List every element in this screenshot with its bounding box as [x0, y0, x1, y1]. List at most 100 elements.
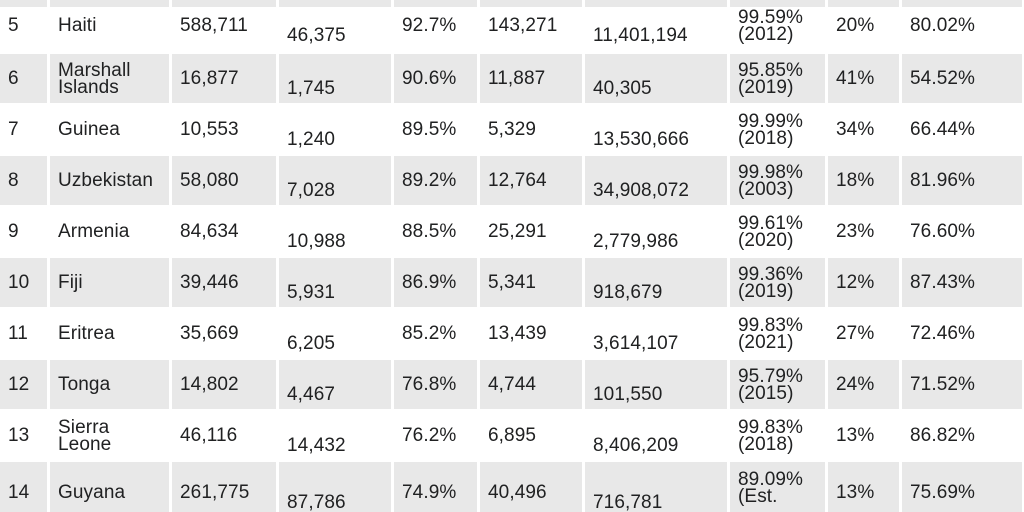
cell-text: 54.52%	[910, 68, 976, 89]
cell-text: 6,205	[287, 333, 336, 354]
value-cell: 5,931	[279, 258, 391, 307]
country-cell: Eritrea	[50, 309, 169, 358]
cell-text: 143,271	[488, 15, 558, 36]
cell-text: Tonga	[58, 374, 111, 395]
cell-text: 85.2%	[402, 323, 457, 344]
cell-text: 14,802	[180, 374, 239, 395]
value-cell: 85.2%	[394, 309, 477, 358]
value-cell: 918,679	[585, 258, 727, 307]
table-cell-empty	[0, 0, 47, 7]
value-cell: 99.61% (2020)	[730, 207, 825, 256]
cell-text: 99.61% (2020)	[738, 212, 804, 251]
value-cell: 24%	[828, 360, 899, 409]
cell-text: 80.02%	[910, 15, 976, 36]
value-cell: 99.98% (2003)	[730, 156, 825, 205]
table-cell-empty	[480, 0, 582, 7]
table-row-partial	[0, 0, 1024, 7]
value-cell: 39,446	[172, 258, 276, 307]
country-cell: Haiti	[50, 10, 169, 51]
value-cell: 143,271	[480, 10, 582, 51]
cell-text: 1,745	[287, 78, 336, 99]
cell-text: 7,028	[287, 180, 336, 201]
cell-text: 92.7%	[402, 15, 457, 36]
value-cell: 7,028	[279, 156, 391, 205]
country-cell: Marshall Islands	[50, 54, 169, 103]
value-cell: 90.6%	[394, 54, 477, 103]
value-cell: 76.60%	[902, 207, 1022, 256]
value-cell: 71.52%	[902, 360, 1022, 409]
cell-text: 99.83% (2018)	[738, 416, 804, 455]
value-cell: 27%	[828, 309, 899, 358]
value-cell: 75.69%	[902, 462, 1022, 512]
cell-text: 12%	[836, 272, 875, 293]
cell-text: 76.60%	[910, 221, 976, 242]
value-cell: 20%	[828, 10, 899, 51]
cell-text: 14	[8, 481, 30, 503]
rank-cell: 6	[0, 54, 47, 103]
cell-text: 40,305	[593, 78, 652, 99]
cell-text: 918,679	[593, 282, 663, 303]
rank-cell: 7	[0, 105, 47, 154]
value-cell: 16,877	[172, 54, 276, 103]
country-cell: Fiji	[50, 258, 169, 307]
rank-cell: 14	[0, 462, 47, 512]
cell-text: 11,887	[488, 68, 546, 89]
country-cell: Sierra Leone	[50, 411, 169, 460]
cell-text: 66.44%	[910, 119, 976, 140]
value-cell: 13%	[828, 411, 899, 460]
cell-text: 2,779,986	[593, 231, 679, 252]
value-cell: 14,432	[279, 411, 391, 460]
value-cell: 1,745	[279, 54, 391, 103]
value-cell: 86.9%	[394, 258, 477, 307]
value-cell: 23%	[828, 207, 899, 256]
value-cell: 12%	[828, 258, 899, 307]
rank-cell: 12	[0, 360, 47, 409]
cell-text: 1,240	[287, 129, 336, 150]
value-cell: 86.82%	[902, 411, 1022, 460]
value-cell: 66.44%	[902, 105, 1022, 154]
value-cell: 54.52%	[902, 54, 1022, 103]
cell-text: 81.96%	[910, 170, 976, 191]
value-cell: 87.43%	[902, 258, 1022, 307]
cell-text: 4,744	[488, 374, 537, 395]
cell-text: 87,786	[287, 491, 346, 512]
value-cell: 13,530,666	[585, 105, 727, 154]
cell-text: 12	[8, 374, 30, 395]
cell-text: 74.9%	[402, 481, 457, 503]
value-cell: 72.46%	[902, 309, 1022, 358]
country-cell: Guinea	[50, 105, 169, 154]
table-row-6: 6 Marshall Islands 16,877 1,745 90.6% 11,887 4…	[0, 54, 1024, 103]
cell-text: 86.82%	[910, 425, 976, 446]
cell-text: 76.8%	[402, 374, 457, 395]
value-cell: 11,401,194	[585, 10, 727, 51]
cell-text: Armenia	[58, 221, 130, 242]
cell-text: 13,439	[488, 323, 547, 344]
cell-text: 12,764	[488, 170, 547, 191]
cell-text: 13%	[836, 481, 875, 503]
cell-text: 99.99% (2018)	[738, 110, 804, 149]
cell-text: 90.6%	[402, 68, 457, 89]
cell-text: Haiti	[58, 15, 97, 36]
table-cell-empty	[585, 0, 727, 7]
cell-text: 8,406,209	[593, 435, 679, 456]
cell-text: 6,895	[488, 425, 537, 446]
cell-text: Uzbekistan	[58, 170, 153, 191]
cell-text: 46,375	[287, 25, 346, 46]
value-cell: 34%	[828, 105, 899, 154]
value-cell: 81.96%	[902, 156, 1022, 205]
value-cell: 716,781	[585, 462, 727, 512]
cell-text: 5,329	[488, 119, 537, 140]
value-cell: 3,614,107	[585, 309, 727, 358]
value-cell: 88.5%	[394, 207, 477, 256]
value-cell: 76.2%	[394, 411, 477, 460]
cell-text: 34%	[836, 119, 875, 140]
cell-text: 25,291	[488, 221, 547, 242]
table-row-10: 10 Fiji 39,446 5,931 86.9% 5,341 918,679 99.36%…	[0, 258, 1024, 307]
cell-text: 11	[8, 323, 28, 344]
value-cell: 58,080	[172, 156, 276, 205]
cell-text: 84,634	[180, 221, 239, 242]
value-cell: 99.83% (2018)	[730, 411, 825, 460]
value-cell: 99.99% (2018)	[730, 105, 825, 154]
table-cell-empty	[279, 0, 391, 7]
cell-text: 588,711	[180, 15, 248, 36]
